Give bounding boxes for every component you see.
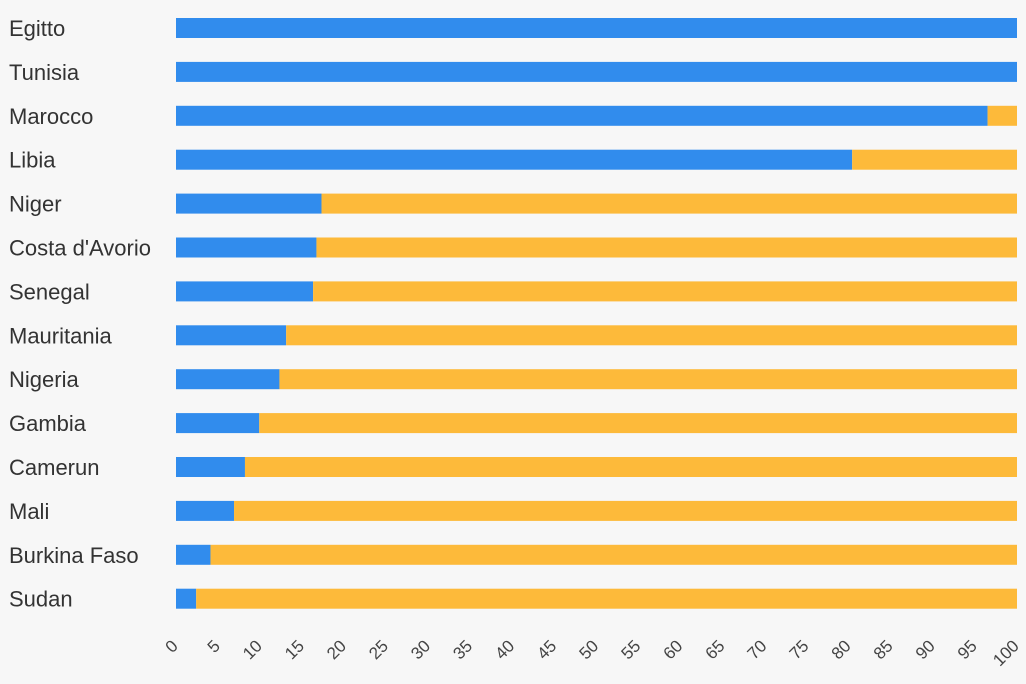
category-label: Costa d'Avorio	[9, 236, 151, 261]
x-tick-label: 0	[162, 636, 182, 656]
bar-segment-series-1	[176, 237, 317, 258]
category-label: Sudan	[9, 587, 73, 612]
category-label: Tunisia	[9, 60, 80, 85]
bar-segment-series-2	[259, 413, 1017, 434]
category-label: Nigeria	[9, 367, 79, 392]
category-label: Niger	[9, 192, 62, 217]
x-tick-label: 55	[618, 636, 645, 663]
category-label: Egitto	[9, 16, 65, 41]
x-tick-label: 25	[365, 636, 392, 663]
x-tick-label: 10	[239, 636, 266, 663]
x-tick-label: 80	[828, 636, 855, 663]
bar-segment-series-1	[176, 105, 988, 126]
bar-segment-series-1	[176, 18, 1017, 38]
bar-segment-series-2	[234, 500, 1018, 521]
bar-segment-series-2	[244, 457, 1017, 477]
bar-segment-series-2	[286, 325, 1017, 346]
category-label: Burkina Faso	[9, 543, 139, 568]
bar-segment-series-1	[176, 61, 1017, 82]
x-tick-label: 75	[786, 636, 813, 663]
bar-segment-series-2	[852, 149, 1017, 170]
bar-segment-series-1	[176, 281, 314, 302]
bar-segment-series-1	[176, 500, 235, 521]
x-tick-label: 90	[912, 636, 939, 663]
bar-segment-series-1	[176, 193, 322, 214]
category-label: Mali	[9, 499, 49, 524]
x-tick-label: 20	[323, 636, 350, 663]
x-tick-label: 5	[204, 636, 224, 656]
category-label: Mauritania	[9, 323, 112, 348]
bar-segment-series-2	[279, 369, 1017, 390]
x-tick-label: 65	[702, 636, 729, 663]
x-tick-label: 70	[744, 636, 771, 663]
x-tick-label: 100	[989, 636, 1022, 669]
category-label: Libia	[9, 148, 56, 173]
bar-segment-series-2	[313, 281, 1017, 302]
x-tick-label: 30	[407, 636, 434, 663]
bar-segment-series-1	[176, 413, 260, 434]
bars-group	[176, 18, 1018, 609]
bar-segment-series-2	[210, 544, 1017, 565]
category-label: Gambia	[9, 411, 87, 436]
x-tick-label: 50	[576, 636, 603, 663]
x-tick-label: 60	[660, 636, 687, 663]
category-label: Marocco	[9, 104, 93, 129]
bar-segment-series-2	[196, 588, 1017, 609]
bar-segment-series-1	[176, 369, 280, 390]
x-tick-label: 15	[281, 636, 308, 663]
bar-segment-series-2	[987, 105, 1017, 126]
x-tick-label: 45	[533, 636, 560, 663]
x-tick-label: 95	[954, 636, 981, 663]
x-tick-label: 85	[870, 636, 897, 663]
x-axis-ticks: 0 5 10 15 20 25 30 35 40 45 50 55 60 65 70 75 80 85 90 95 10…	[162, 636, 1023, 669]
bar-segment-series-1	[176, 544, 211, 565]
bar-segment-series-1	[176, 457, 245, 477]
category-labels: Egitto Tunisia Marocco Libia Niger Costa d'Av…	[9, 16, 151, 612]
x-tick-label: 35	[449, 636, 476, 663]
bar-segment-series-1	[176, 149, 853, 170]
bar-segment-series-2	[321, 193, 1017, 214]
x-tick-label: 40	[491, 636, 518, 663]
bar-segment-series-1	[176, 588, 197, 609]
category-label: Senegal	[9, 279, 90, 304]
bar-segment-series-2	[316, 237, 1017, 258]
bar-segment-series-1	[176, 325, 287, 346]
category-label: Camerun	[9, 455, 99, 480]
